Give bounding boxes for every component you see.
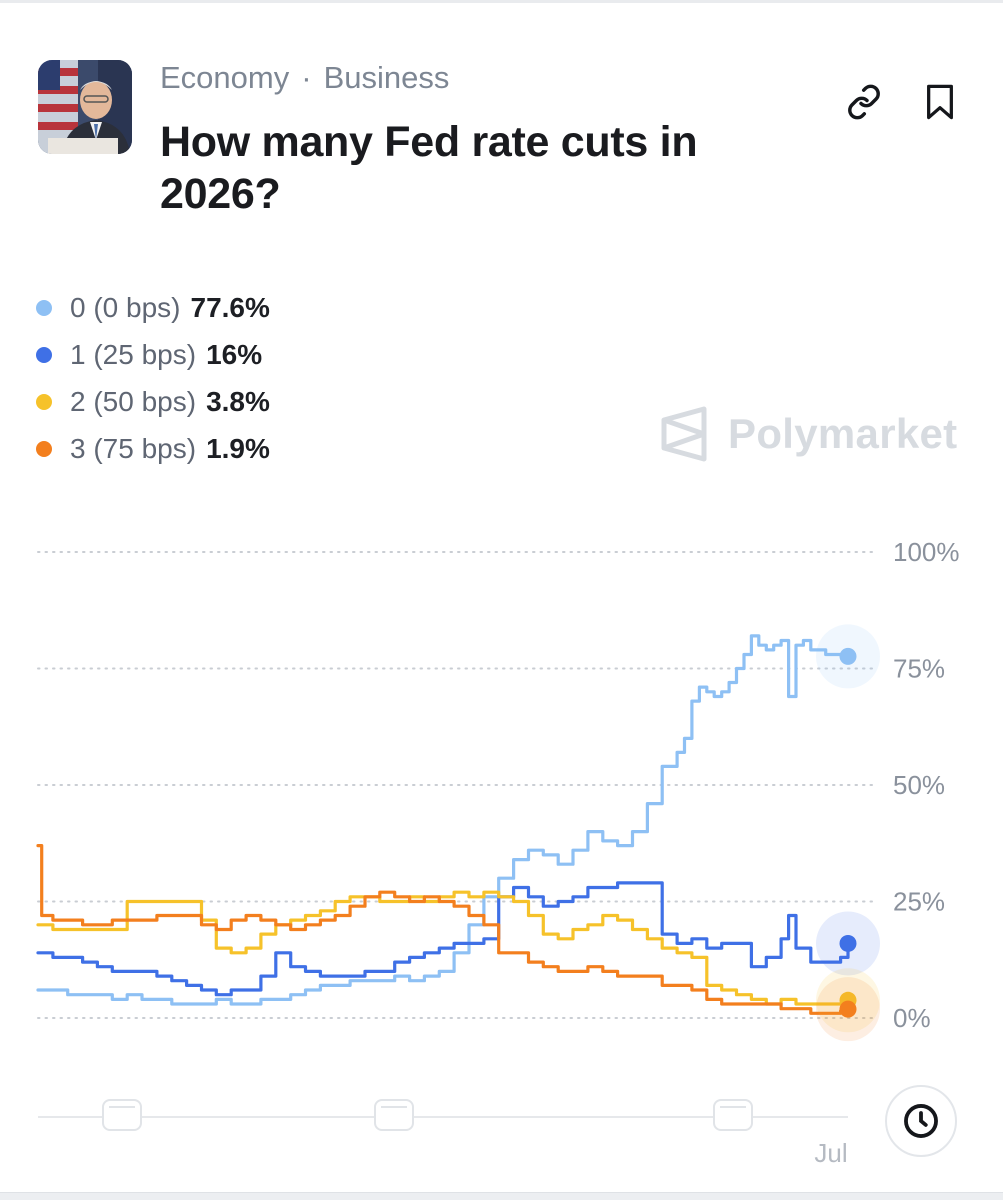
market-avatar[interactable] — [38, 60, 132, 154]
y-tick-label: 100% — [893, 537, 960, 567]
card-top-border — [0, 0, 1003, 3]
series-line — [36, 844, 850, 1015]
series-line — [36, 890, 850, 1006]
series-line — [36, 881, 850, 997]
legend-value: 77.6% — [190, 291, 270, 323]
polymarket-logo-icon — [661, 406, 707, 462]
legend-label: 1 (25 bps) — [70, 338, 197, 370]
legend-item: 1 (25 bps) 16% — [36, 331, 270, 378]
bookmark-button[interactable] — [918, 80, 962, 124]
series-end-point — [839, 647, 857, 665]
time-track-handle — [713, 1099, 753, 1131]
legend-value: 1.9% — [206, 432, 270, 464]
page-title: How many Fed rate cuts in 2026? — [160, 118, 698, 218]
card-bottom-border — [0, 1192, 1003, 1200]
legend-dot — [36, 393, 52, 410]
copy-link-button[interactable] — [842, 80, 886, 124]
series-line — [36, 634, 850, 1006]
legend-item: 2 (50 bps) 3.8% — [36, 378, 270, 425]
breadcrumb: Economy · Business — [160, 60, 449, 96]
y-tick-label: 75% — [893, 654, 945, 684]
watermark-text: Polymarket — [728, 410, 958, 457]
y-tick-label: 0% — [893, 1003, 931, 1033]
y-tick-label: 25% — [893, 887, 945, 917]
legend-label: 2 (50 bps) — [70, 385, 197, 417]
legend-item: 0 (0 bps) 77.6% — [36, 284, 270, 331]
legend-dot — [36, 299, 52, 316]
time-range-button[interactable] — [885, 1085, 957, 1157]
chart-legend: 0 (0 bps) 77.6% 1 (25 bps) 16% 2 (50 bps… — [36, 284, 270, 472]
bookmark-icon — [927, 84, 953, 120]
polymarket-watermark: Polymarket — [660, 406, 957, 462]
series-end-point — [839, 934, 857, 952]
legend-value: 16% — [206, 338, 263, 370]
y-tick-label: 50% — [893, 770, 945, 800]
legend-label: 0 (0 bps) — [70, 291, 181, 323]
time-track-handle — [102, 1099, 142, 1131]
legend-value: 3.8% — [206, 385, 270, 417]
category-link[interactable]: Economy — [160, 60, 290, 95]
market-header: Economy · Business How many Fed rate cuts … — [38, 60, 968, 230]
time-track-handle — [374, 1099, 414, 1131]
subcategory-link[interactable]: Business — [323, 60, 450, 95]
link-icon — [848, 84, 880, 120]
legend-dot — [36, 346, 52, 363]
legend-label: 3 (75 bps) — [70, 432, 197, 464]
x-tick-label: Jul — [814, 1138, 847, 1168]
series-end-point — [839, 1000, 857, 1018]
price-history-chart: 100% 75% 50% 25% 0% Jul — [36, 537, 960, 1168]
clock-icon — [904, 1104, 938, 1138]
legend-item: 3 (75 bps) 1.9% — [36, 425, 270, 472]
breadcrumb-separator: · — [301, 60, 312, 95]
legend-dot — [36, 440, 52, 457]
